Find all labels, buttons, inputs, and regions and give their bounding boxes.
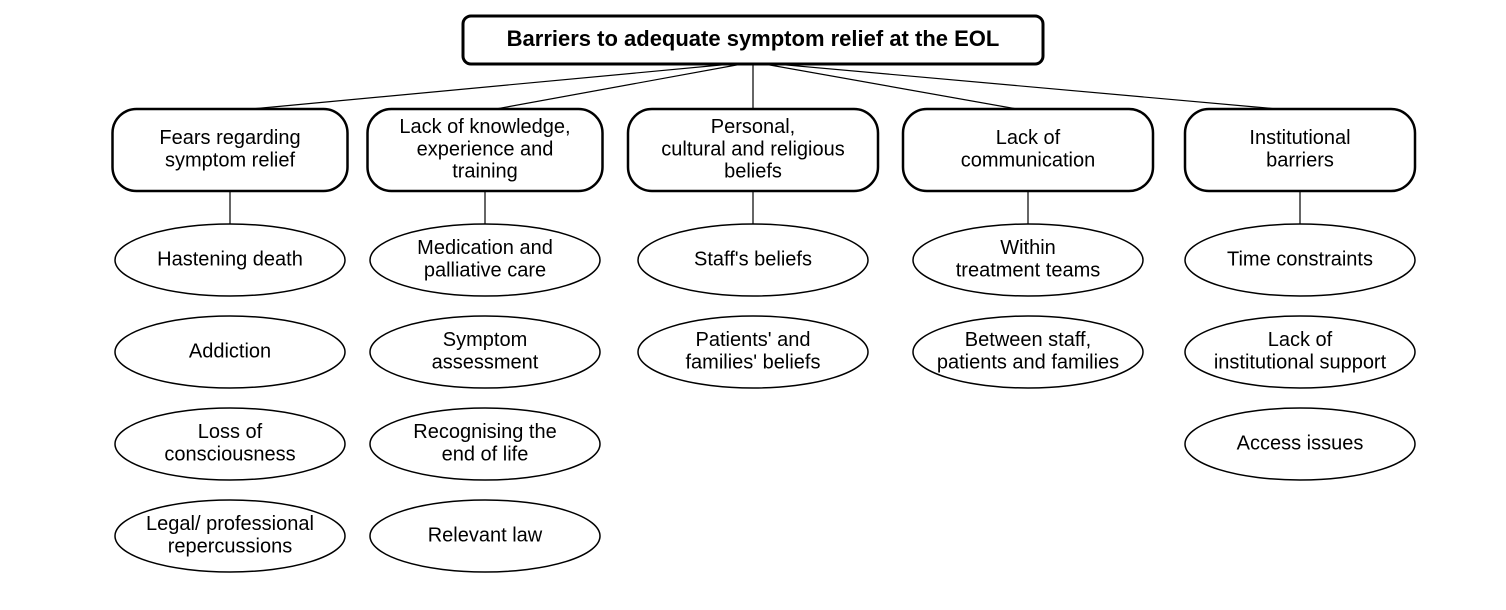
text-line: training	[452, 161, 518, 183]
text-line: symptom relief	[165, 149, 295, 171]
leaf-label: Symptomassessment	[432, 329, 539, 373]
text-line: Lack of knowledge,	[399, 116, 570, 138]
text-line: Within	[1000, 237, 1056, 259]
connector-root-to-category	[485, 62, 753, 111]
leaf-label: Patients' andfamilies' beliefs	[686, 329, 821, 373]
text-line: Loss of	[198, 421, 263, 443]
text-line: Legal/ professional	[146, 513, 314, 535]
connector-root-to-category	[230, 62, 753, 111]
category-label: Fears regardingsymptom relief	[159, 127, 300, 171]
text-line: Fears regarding	[159, 127, 300, 149]
text-line: Personal,	[711, 116, 796, 138]
text-line: families' beliefs	[686, 351, 821, 373]
text-line: Between staff,	[965, 329, 1091, 351]
text-line: Medication and	[417, 237, 553, 259]
text-line: Barriers to adequate symptom relief at t…	[507, 26, 1000, 51]
text-line: experience and	[417, 138, 554, 160]
text-line: Hastening death	[157, 248, 303, 270]
leaf-label: Access issues	[1237, 432, 1364, 454]
text-line: cultural and religious	[661, 138, 844, 160]
text-line: patients and families	[937, 351, 1119, 373]
text-line: Relevant law	[428, 524, 543, 546]
text-line: communication	[961, 149, 1096, 171]
text-line: treatment teams	[956, 259, 1101, 281]
text-line: Access issues	[1237, 432, 1364, 454]
text-line: repercussions	[168, 535, 293, 557]
text-line: Institutional	[1249, 127, 1350, 149]
text-line: consciousness	[164, 443, 295, 465]
text-line: end of life	[442, 443, 529, 465]
text-line: assessment	[432, 351, 539, 373]
text-line: beliefs	[724, 161, 782, 183]
leaf-label: Time constraints	[1227, 248, 1373, 270]
text-line: Addiction	[189, 340, 271, 362]
text-line: Recognising the	[413, 421, 556, 443]
leaf-label: Addiction	[189, 340, 271, 362]
hierarchy-diagram: Barriers to adequate symptom relief at t…	[0, 0, 1506, 610]
text-line: Lack of	[996, 127, 1061, 149]
root-label: Barriers to adequate symptom relief at t…	[507, 26, 1000, 51]
text-line: barriers	[1266, 149, 1334, 171]
leaf-label: Medication andpalliative care	[417, 237, 553, 281]
leaf-label: Relevant law	[428, 524, 543, 546]
connector-root-to-category	[753, 62, 1028, 111]
text-line: Staff's beliefs	[694, 248, 812, 270]
text-line: institutional support	[1214, 351, 1387, 373]
leaf-label: Legal/ professionalrepercussions	[146, 513, 314, 557]
text-line: Time constraints	[1227, 248, 1373, 270]
text-line: Lack of	[1268, 329, 1333, 351]
connector-root-to-category	[753, 62, 1300, 111]
leaf-label: Hastening death	[157, 248, 303, 270]
text-line: palliative care	[424, 259, 546, 281]
leaf-label: Staff's beliefs	[694, 248, 812, 270]
text-line: Patients' and	[695, 329, 810, 351]
text-line: Symptom	[443, 329, 527, 351]
